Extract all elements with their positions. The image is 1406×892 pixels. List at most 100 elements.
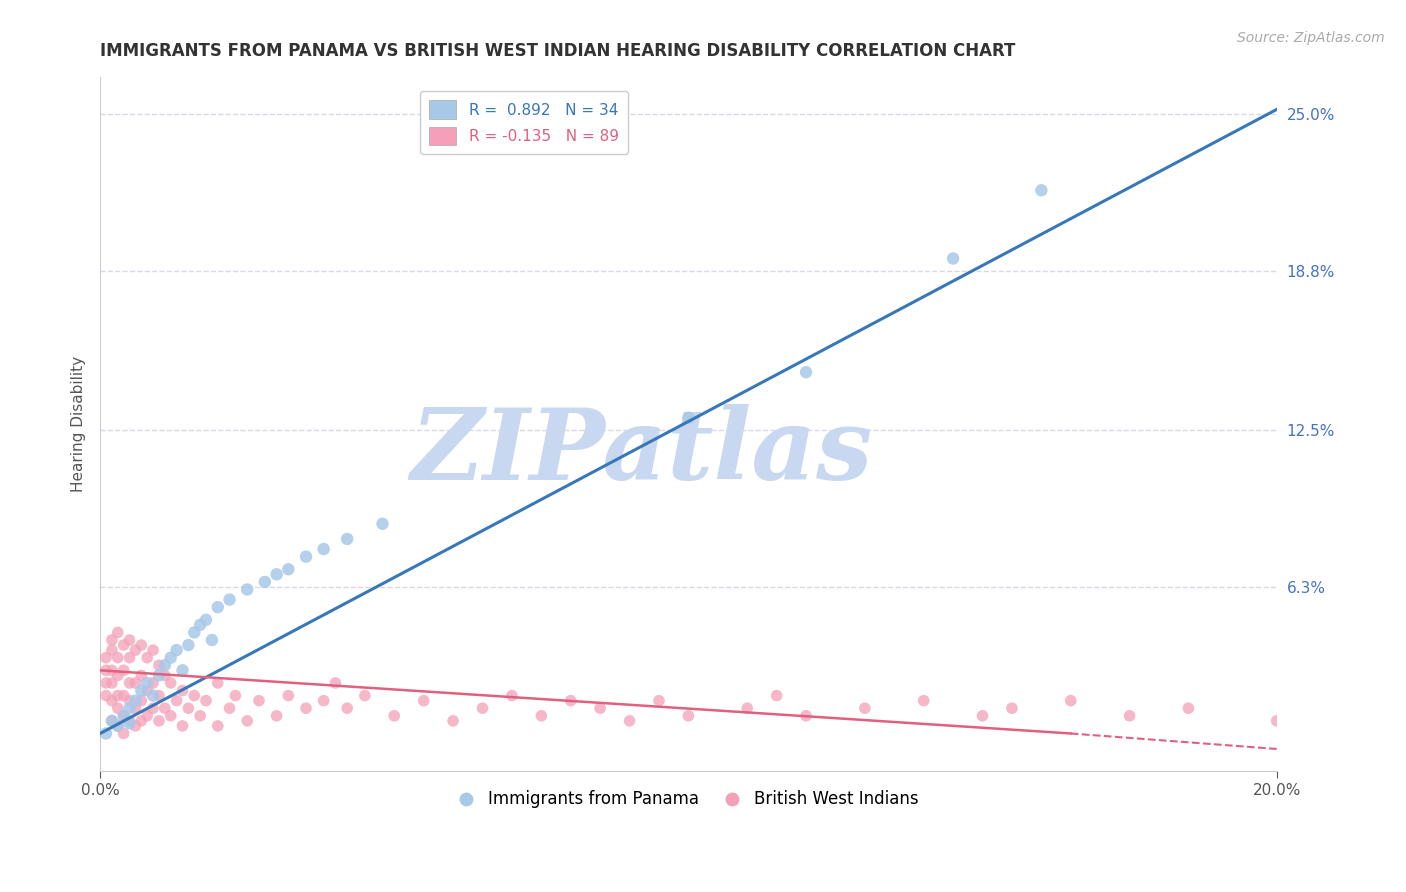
Point: [131, 683, 153, 698]
Point: [94, 726, 117, 740]
Point: [218, 592, 240, 607]
Point: [912, 693, 935, 707]
Point: [277, 689, 299, 703]
Point: [794, 708, 817, 723]
Point: [159, 650, 181, 665]
Point: [124, 701, 146, 715]
Point: [1060, 693, 1083, 707]
Point: [1265, 714, 1288, 728]
Point: [112, 689, 135, 703]
Point: [148, 668, 170, 682]
Point: [112, 663, 135, 677]
Point: [336, 532, 359, 546]
Point: [312, 542, 335, 557]
Point: [153, 658, 176, 673]
Point: [118, 693, 141, 707]
Point: [131, 668, 153, 682]
Point: [678, 708, 700, 723]
Point: [177, 638, 200, 652]
Point: [678, 410, 700, 425]
Point: [107, 701, 129, 715]
Point: [148, 689, 170, 703]
Point: [101, 693, 124, 707]
Point: [336, 701, 359, 715]
Point: [412, 693, 434, 707]
Point: [118, 714, 141, 728]
Point: [94, 676, 117, 690]
Point: [159, 676, 181, 690]
Point: [142, 701, 165, 715]
Point: [1001, 701, 1024, 715]
Point: [188, 708, 211, 723]
Point: [295, 701, 318, 715]
Point: [295, 549, 318, 564]
Point: [277, 562, 299, 576]
Point: [136, 650, 159, 665]
Point: [247, 693, 270, 707]
Point: [136, 676, 159, 690]
Point: [159, 708, 181, 723]
Point: [236, 582, 259, 597]
Point: [124, 643, 146, 657]
Point: [101, 714, 124, 728]
Point: [207, 676, 229, 690]
Point: [166, 643, 188, 657]
Legend: Immigrants from Panama, British West Indians: Immigrants from Panama, British West Ind…: [451, 784, 925, 815]
Point: [735, 701, 758, 715]
Point: [972, 708, 994, 723]
Point: [101, 643, 124, 657]
Point: [112, 708, 135, 723]
Point: [148, 658, 170, 673]
Point: [312, 693, 335, 707]
Point: [136, 708, 159, 723]
Point: [853, 701, 876, 715]
Point: [142, 689, 165, 703]
Point: [1177, 701, 1199, 715]
Point: [501, 689, 523, 703]
Point: [183, 625, 205, 640]
Point: [101, 676, 124, 690]
Point: [471, 701, 494, 715]
Point: [107, 719, 129, 733]
Point: [118, 701, 141, 715]
Point: [172, 663, 194, 677]
Point: [153, 668, 176, 682]
Point: [207, 719, 229, 733]
Point: [131, 638, 153, 652]
Point: [266, 567, 288, 582]
Point: [1118, 708, 1140, 723]
Point: [560, 693, 582, 707]
Point: [101, 632, 124, 647]
Point: [107, 668, 129, 682]
Point: [112, 638, 135, 652]
Point: [188, 617, 211, 632]
Point: [94, 663, 117, 677]
Point: [153, 701, 176, 715]
Point: [371, 516, 394, 531]
Point: [942, 252, 965, 266]
Point: [142, 643, 165, 657]
Point: [131, 693, 153, 707]
Point: [266, 708, 288, 723]
Point: [177, 701, 200, 715]
Point: [1031, 183, 1053, 197]
Point: [207, 600, 229, 615]
Point: [124, 719, 146, 733]
Point: [112, 708, 135, 723]
Point: [201, 632, 224, 647]
Point: [765, 689, 787, 703]
Point: [118, 676, 141, 690]
Point: [142, 676, 165, 690]
Point: [148, 714, 170, 728]
Point: [124, 693, 146, 707]
Point: [101, 714, 124, 728]
Point: [589, 701, 612, 715]
Point: [195, 693, 218, 707]
Point: [224, 689, 246, 703]
Point: [619, 714, 641, 728]
Point: [382, 708, 405, 723]
Point: [131, 714, 153, 728]
Point: [118, 650, 141, 665]
Point: [183, 689, 205, 703]
Point: [648, 693, 671, 707]
